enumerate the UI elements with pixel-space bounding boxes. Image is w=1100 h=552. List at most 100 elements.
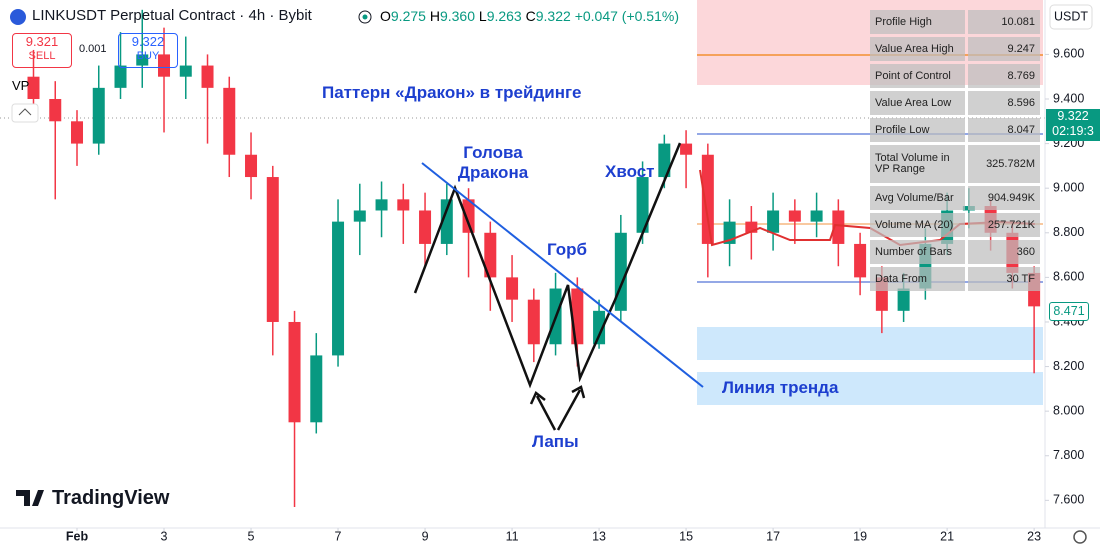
candle-body [462, 199, 475, 233]
candle-body [114, 65, 127, 88]
x-tick-label: Feb [66, 529, 89, 543]
candle-body [179, 65, 192, 77]
vp-row: Avg Volume/Bar 904.949K [870, 186, 1042, 210]
status-dot [362, 14, 368, 20]
candle-body [593, 310, 606, 345]
currency-button[interactable] [1049, 4, 1093, 30]
candle-body [701, 154, 714, 244]
candle-body [49, 98, 62, 122]
candle-body [419, 210, 432, 244]
chevron [18, 108, 32, 116]
candle-body [506, 277, 519, 300]
vp-row: Total Volume in VP Range 325.782M [870, 145, 1042, 183]
vp-value: 30 TF [968, 267, 1040, 291]
sell-button[interactable]: 9.321 SELL [12, 33, 72, 68]
change: +0.047 (+0.51%) [574, 8, 679, 24]
candle-body [897, 288, 910, 311]
vp-label: Profile Low [870, 118, 965, 142]
vp-row: Value Area Low 8.596 [870, 91, 1042, 115]
settings-icon[interactable] [1073, 530, 1087, 544]
x-tick-label: 7 [335, 529, 342, 543]
ohlc-value: 9.275 [390, 8, 426, 24]
vp-label: Profile High [870, 10, 965, 34]
candle-body [245, 154, 258, 178]
vp-label: Volume MA (20) [870, 213, 965, 237]
x-tick-label: 11 [506, 529, 519, 543]
vp-value: 360 [968, 240, 1040, 264]
ohlc-key: O [380, 8, 391, 24]
x-tick-label: 13 [592, 529, 606, 543]
trend-line [421, 162, 704, 388]
candle-body [854, 243, 867, 278]
indicator-label: VP [12, 78, 30, 93]
y-tick-label: 7.600 [1053, 493, 1084, 507]
annotation-tail: Хвост [605, 162, 655, 181]
candle-body [484, 232, 497, 278]
zone [697, 372, 1043, 405]
candle-body [266, 177, 279, 322]
candle-body [767, 210, 780, 233]
sell-price: 9.321 [25, 34, 59, 49]
candle-body [92, 87, 105, 144]
countdown: 02:19:3 [1052, 124, 1094, 138]
brand: TradingView [52, 487, 170, 509]
vp-row: Data From 30 TF [870, 267, 1042, 291]
ohlc-key: H [429, 8, 440, 24]
buy-label: BUY [136, 50, 160, 62]
candle-body [636, 177, 649, 233]
annotation-head: Голова Дракона [457, 143, 529, 182]
candle-body [71, 121, 84, 144]
vp-value: 325.782M [968, 145, 1040, 183]
candle-body [353, 210, 366, 222]
quantity: 0.001 [79, 43, 107, 55]
candle-body [375, 199, 388, 211]
zone [697, 327, 1043, 360]
y-tick-label: 8.000 [1053, 403, 1084, 417]
vp-row: Number of Bars 360 [870, 240, 1042, 264]
vp-row: Point of Control 8.769 [870, 64, 1042, 88]
tv-logo [16, 490, 44, 506]
vp-label: Number of Bars [870, 240, 965, 264]
vp-value: 257.721K [968, 213, 1040, 237]
last-price-tag: 9.322 02:19:3 [1046, 109, 1100, 141]
annotation-trend: Линия тренда [722, 378, 839, 397]
candle-body [680, 143, 693, 155]
buy-button[interactable]: 9.322 BUY [118, 33, 178, 68]
vp-label: Point of Control [870, 64, 965, 88]
candle-body [288, 321, 301, 423]
y-tick-label: 7.800 [1053, 448, 1084, 462]
vp-row: Profile Low 8.047 [870, 118, 1042, 142]
vp-value: 9.247 [968, 37, 1040, 61]
x-tick-label: 19 [853, 529, 867, 543]
volume-profile-table: Profile High 10.081 Value Area High 9.247 Po… [870, 10, 1042, 294]
candle-body [310, 355, 323, 423]
arrows [529, 385, 586, 431]
vp-label: Total Volume in VP Range [870, 145, 965, 183]
candle-body [788, 210, 801, 222]
sell-label: SELL [28, 50, 56, 62]
candle-body [745, 221, 758, 233]
candle-body [832, 210, 845, 244]
vp-value: 8.596 [968, 91, 1040, 115]
vp-label: Avg Volume/Bar [870, 186, 965, 210]
collapse-button[interactable] [11, 103, 39, 123]
x-tick-label: 3 [161, 529, 168, 543]
vp-label: Value Area Low [870, 91, 965, 115]
pattern-lines [413, 142, 682, 389]
y-tick-label: 8.800 [1053, 225, 1084, 239]
vp-row: Volume MA (20) 257.721K [870, 213, 1042, 237]
y-axis-label: USDT [1054, 9, 1088, 23]
candle-body [397, 199, 410, 211]
annotation-legs: Лапы [532, 432, 579, 451]
ohlc: O9.275 H9.360 L9.263 C9.322 +0.047 (+0.5… [380, 8, 679, 24]
y-tick-label: 9.400 [1053, 91, 1084, 105]
annotation-hump: Горб [547, 240, 588, 259]
vp-value: 10.081 [968, 10, 1040, 34]
candle-body [440, 199, 453, 244]
annotation-title: Паттерн «Дракон» в трейдинге [322, 83, 582, 102]
candle-body [658, 143, 671, 178]
vp-value: 8.047 [968, 118, 1040, 142]
symbol-title: LINKUSDT Perpetual Contract · 4h · Bybit [32, 7, 312, 24]
y-tick-label: 8.200 [1053, 359, 1084, 373]
